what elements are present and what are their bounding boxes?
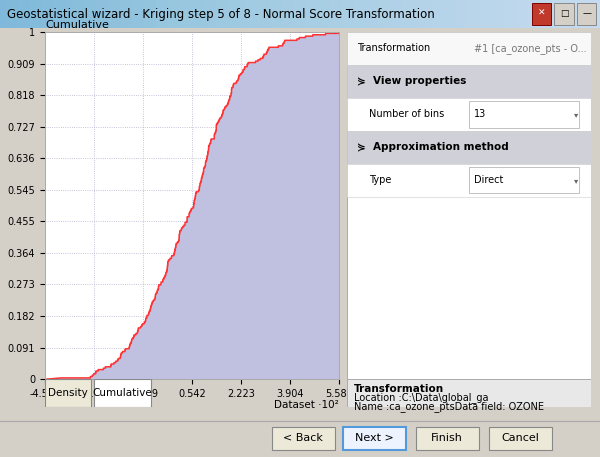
Text: Cumulative: Cumulative <box>45 20 109 30</box>
X-axis label: Dataset ·10²: Dataset ·10² <box>274 400 339 410</box>
Text: #1 [ca_ozone_pts - O...: #1 [ca_ozone_pts - O... <box>474 43 586 54</box>
Text: 13: 13 <box>474 110 486 119</box>
Bar <box>347 164 591 197</box>
Bar <box>94 379 151 407</box>
Bar <box>343 427 406 450</box>
Bar <box>347 32 591 65</box>
Text: Transformation: Transformation <box>354 384 444 394</box>
Text: Name :ca_ozone_ptsData field: OZONE: Name :ca_ozone_ptsData field: OZONE <box>354 401 544 412</box>
Text: Next >: Next > <box>355 433 394 443</box>
Bar <box>271 427 335 450</box>
Bar <box>347 65 591 98</box>
Text: □: □ <box>560 9 568 18</box>
Text: Transformation: Transformation <box>356 43 430 53</box>
Bar <box>577 3 596 25</box>
Text: Finish: Finish <box>431 433 463 443</box>
Text: ⋟  Approximation method: ⋟ Approximation method <box>356 143 508 153</box>
Text: Cumulative: Cumulative <box>92 388 152 398</box>
Text: ▾: ▾ <box>574 110 578 119</box>
Text: Direct: Direct <box>474 175 503 186</box>
Bar <box>347 131 591 164</box>
Text: ⋟  View properties: ⋟ View properties <box>356 76 466 86</box>
Bar <box>469 167 579 193</box>
Text: ✕: ✕ <box>538 9 545 18</box>
Bar <box>45 379 91 407</box>
Text: Type: Type <box>369 175 391 186</box>
Text: ▾: ▾ <box>574 176 578 185</box>
Bar <box>532 3 551 25</box>
Text: Number of bins: Number of bins <box>369 110 444 119</box>
Text: < Back: < Back <box>283 433 323 443</box>
Text: Location :C:\Data\global_ga: Location :C:\Data\global_ga <box>354 393 488 404</box>
Text: —: — <box>582 9 592 18</box>
Text: Cancel: Cancel <box>502 433 540 443</box>
Bar <box>490 427 552 450</box>
Bar <box>415 427 479 450</box>
Text: Geostatistical wizard - Kriging step 5 of 8 - Normal Score Transformation: Geostatistical wizard - Kriging step 5 o… <box>7 8 435 21</box>
Bar <box>347 98 591 131</box>
Bar <box>554 3 574 25</box>
Bar <box>469 101 579 128</box>
Text: Density: Density <box>48 388 88 398</box>
